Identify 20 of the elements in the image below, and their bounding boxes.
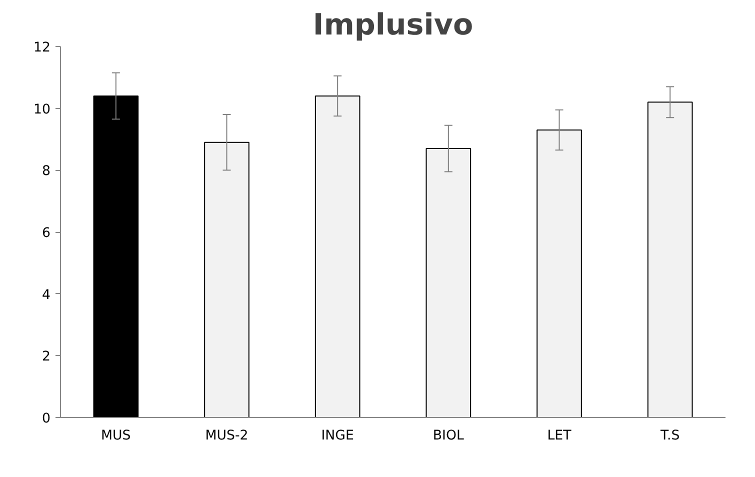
bar: [647, 102, 693, 418]
bar: [426, 148, 472, 418]
y-tick-label: 10: [34, 102, 51, 118]
x-tick-label: BIOL: [432, 428, 464, 444]
bar: [314, 95, 360, 418]
x-tick-label: T.S: [659, 428, 680, 444]
x-tick-label: INGE: [321, 428, 354, 444]
x-tick-label: MUS-2: [205, 428, 248, 444]
y-tick-label: 2: [42, 350, 51, 365]
y-tick-label: 8: [42, 164, 51, 180]
bar: [536, 129, 582, 418]
x-tick-label: MUS: [101, 428, 131, 444]
x-tick-label: LET: [547, 428, 572, 444]
chart-title: Implusivo: [312, 8, 474, 42]
y-tick-label: 0: [42, 412, 51, 426]
y-tick-label: 4: [42, 288, 51, 303]
bar: [93, 95, 139, 418]
bar: [204, 142, 250, 418]
y-tick-label: 6: [42, 226, 51, 241]
y-tick-label: 12: [34, 40, 51, 56]
